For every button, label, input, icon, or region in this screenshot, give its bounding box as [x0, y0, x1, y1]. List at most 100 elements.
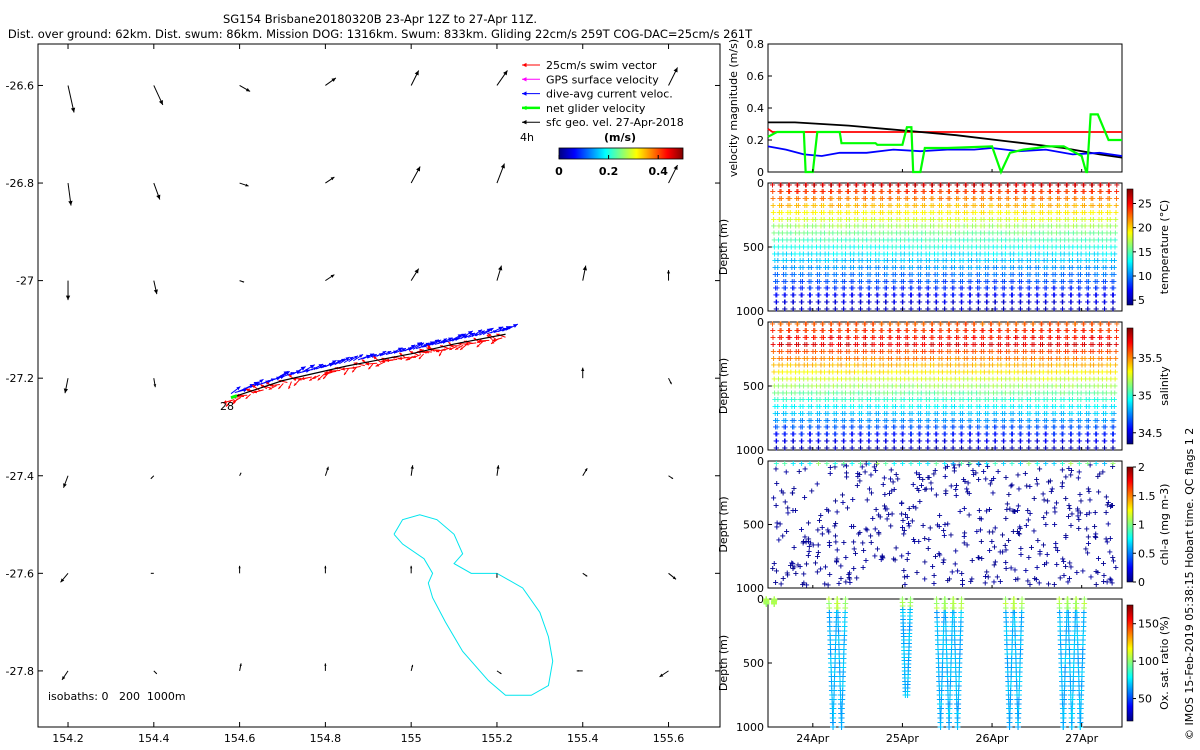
map-x-tick-label: 154.2	[52, 732, 84, 745]
temperature-point: +	[891, 291, 898, 300]
salinity-point: +	[1034, 443, 1041, 452]
temperature-point: +	[875, 277, 882, 286]
temperature-point: +	[916, 298, 923, 307]
temperature-point: +	[930, 208, 937, 217]
dac-arrow	[404, 344, 416, 352]
temperature-point: +	[995, 187, 1002, 196]
temperature-point: +	[850, 270, 857, 279]
colorbar-time-note: 4h	[520, 131, 534, 144]
chl-point: +	[1041, 560, 1048, 569]
temperature-point: +	[849, 291, 856, 300]
temperature-point: +	[926, 263, 933, 272]
salinity-point: +	[1051, 443, 1058, 452]
temperature-point: +	[915, 263, 922, 272]
salinity-point: +	[983, 443, 990, 452]
temperature-point: +	[814, 284, 821, 293]
temperature-point: +	[987, 194, 994, 203]
chl-point: +	[990, 488, 997, 497]
temperature-point: +	[868, 235, 875, 244]
temperature-point: +	[995, 201, 1002, 210]
temperature-point: +	[787, 222, 794, 231]
temperature-point: +	[812, 215, 819, 224]
chl-point: +	[807, 459, 814, 468]
temperature-point: +	[932, 263, 939, 272]
temperature-point: +	[779, 222, 786, 231]
sfc-geo-velocity-arrow-head	[416, 166, 421, 172]
chl-point: +	[1105, 519, 1112, 528]
temperature-point: +	[775, 242, 782, 251]
temperature-point: +	[810, 201, 817, 210]
dac-arrow	[490, 326, 504, 334]
temperature-point: +	[946, 180, 953, 189]
chl-point: +	[1093, 459, 1100, 468]
temperature-point: +	[995, 194, 1002, 203]
sfc-geo-velocity-arrow-head	[500, 163, 505, 169]
chl-point: +	[1025, 577, 1032, 586]
temperature-point: +	[941, 291, 948, 300]
chl-point: +	[1092, 508, 1099, 517]
swim-arrow	[491, 337, 503, 342]
chl-point: +	[1051, 459, 1058, 468]
temperature-point: +	[872, 235, 879, 244]
chl-point: +	[899, 459, 906, 468]
temperature-point: +	[951, 249, 958, 258]
temperature-colorbar-tick-label: 20	[1138, 222, 1152, 235]
temperature-point: +	[987, 187, 994, 196]
temperature-point: +	[837, 208, 844, 217]
sfc-geo-velocity-arrow-head	[324, 565, 327, 569]
chl-point: +	[852, 549, 859, 558]
temperature-point: +	[891, 304, 898, 313]
temperature-point: +	[988, 180, 995, 189]
temperature-point: +	[840, 304, 847, 313]
temperature-point: +	[884, 256, 891, 265]
temperature-point: +	[897, 242, 904, 251]
temperature-point: +	[889, 263, 896, 272]
swim-arrow	[222, 399, 235, 404]
temperature-point: +	[900, 277, 907, 286]
temperature-point: +	[848, 291, 855, 300]
temperature-point: +	[811, 187, 818, 196]
chl-point: +	[931, 579, 938, 588]
temperature-point: +	[882, 304, 889, 313]
temperature-point: +	[886, 201, 893, 210]
salinity-colorbar-tick-label: 35	[1138, 389, 1152, 402]
temperature-point: +	[780, 263, 787, 272]
chl-point: +	[1048, 487, 1055, 496]
temperature-point: +	[896, 208, 903, 217]
temperature-point: +	[896, 187, 903, 196]
temperature-point: +	[838, 229, 845, 238]
legend-label: net glider velocity	[546, 102, 646, 115]
temperature-point: +	[982, 256, 989, 265]
temperature-y-tick-label: 500	[743, 241, 764, 254]
temperature-point: +	[793, 194, 800, 203]
sfc-geo-velocity-arrow-head	[155, 672, 157, 674]
salinity-point: +	[773, 443, 780, 452]
swim-arrow-head	[427, 345, 431, 349]
temperature-point: +	[790, 304, 797, 313]
temperature-point: +	[939, 229, 946, 238]
temperature-point: +	[889, 235, 896, 244]
chl-point: +	[814, 480, 821, 489]
chl-point: +	[974, 527, 981, 536]
temperature-point: +	[963, 180, 970, 189]
temperature-point: +	[873, 270, 880, 279]
dac-arrow-head	[318, 364, 324, 368]
sfc-geo-velocity-arrow	[153, 280, 158, 295]
dac-arrow	[253, 378, 264, 387]
legend-arrow-head	[522, 91, 527, 96]
sfc-geo-velocity-arrow	[668, 572, 677, 580]
temperature-point: +	[996, 180, 1003, 189]
salinity-point: +	[1093, 443, 1100, 452]
temperature-point: +	[774, 270, 781, 279]
swim-arrow-head	[351, 366, 355, 370]
salinity-point: +	[941, 443, 948, 452]
oxygen-y-tick-label: 1000	[736, 721, 764, 734]
swim-arrow	[288, 381, 292, 390]
swim-arrow-head	[476, 344, 480, 348]
temperature-point: +	[781, 291, 788, 300]
temperature-point: +	[858, 270, 865, 279]
sfc-geo-velocity-arrow-head	[242, 280, 245, 283]
temperature-point: +	[782, 284, 789, 293]
dac-arrow	[505, 323, 519, 331]
temperature-point: +	[874, 304, 881, 313]
